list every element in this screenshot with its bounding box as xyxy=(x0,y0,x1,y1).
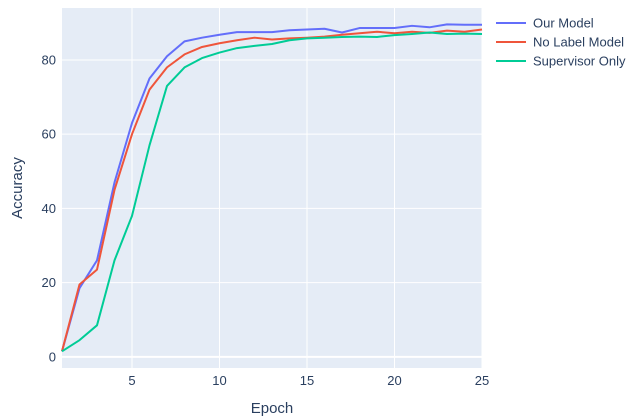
legend-item[interactable]: Supervisor Only xyxy=(496,54,626,69)
x-tick-label: 5 xyxy=(128,373,135,388)
legend-item[interactable]: Our Model xyxy=(496,16,594,31)
legend-label: Supervisor Only xyxy=(533,54,626,69)
legend-label: No Label Model xyxy=(533,35,624,50)
series-line-no-label-model xyxy=(61,28,483,352)
series-lines xyxy=(61,23,483,353)
x-axis-title: Epoch xyxy=(251,400,294,417)
x-tick-label: 20 xyxy=(387,373,401,388)
legend-item[interactable]: No Label Model xyxy=(496,35,624,50)
plot-area xyxy=(62,8,482,368)
legend-label: Our Model xyxy=(533,16,594,31)
series-line-supervisor-only xyxy=(61,31,483,353)
y-tick-label: 60 xyxy=(42,127,56,142)
tick-labels: 5 10 15 20 25 0 20 40 60 80 xyxy=(42,52,490,388)
gridlines xyxy=(62,8,483,368)
x-tick-label: 25 xyxy=(475,373,489,388)
y-axis-title: Accuracy xyxy=(9,157,26,219)
legend[interactable]: Our Model No Label Model Supervisor Only xyxy=(496,16,626,69)
y-tick-label: 40 xyxy=(42,201,56,216)
x-tick-label: 10 xyxy=(212,373,226,388)
y-tick-label: 0 xyxy=(49,349,56,364)
series-line-our-model xyxy=(61,23,482,352)
y-tick-label: 20 xyxy=(42,275,56,290)
x-tick-label: 15 xyxy=(300,373,314,388)
y-tick-label: 80 xyxy=(42,52,56,67)
